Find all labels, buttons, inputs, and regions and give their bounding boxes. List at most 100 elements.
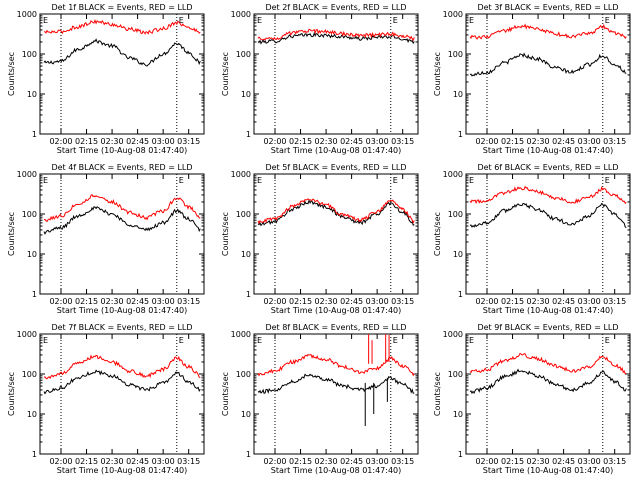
- series-events-line: [43, 369, 201, 395]
- y-tick-label: 1000: [231, 170, 251, 179]
- y-axis-label: Counts/sec: [221, 52, 230, 96]
- panel-title: Det 3f BLACK = Events, RED = LLD: [477, 3, 618, 12]
- y-tick-label: 10: [453, 410, 463, 419]
- plot-frame: [253, 13, 419, 135]
- series-lld-line: [469, 352, 627, 375]
- event-marker-right: E: [393, 16, 398, 25]
- y-tick-label: 100: [236, 50, 251, 59]
- x-tick-label: 02:15: [501, 137, 524, 146]
- panel-6: Det 6f BLACK = Events, RED = LLD 1 10 100 10…: [433, 163, 631, 315]
- panel-title: Det 7f BLACK = Events, RED = LLD: [51, 323, 192, 332]
- x-tick-label: 02:15: [501, 297, 524, 306]
- series-events-line: [469, 202, 627, 229]
- y-tick-label: 1: [458, 450, 463, 459]
- x-tick-label: 03:15: [177, 297, 200, 306]
- x-tick-label: 02:45: [552, 457, 575, 466]
- series-lld-line: [469, 23, 627, 40]
- plot-frame: [465, 13, 631, 135]
- y-axis-label: Counts/sec: [433, 372, 442, 416]
- x-tick-label: 02:30: [527, 297, 550, 306]
- y-axis-label: Counts/sec: [7, 212, 16, 256]
- panel-title: Det 1f BLACK = Events, RED = LLD: [51, 3, 192, 12]
- x-tick-label: 02:30: [101, 457, 124, 466]
- x-tick-label: 03:00: [578, 457, 601, 466]
- event-marker-left: E: [43, 176, 48, 185]
- x-axis-label: Start Time (10-Aug-08 01:47:40): [271, 306, 402, 315]
- y-axis-label: Counts/sec: [433, 52, 442, 96]
- x-tick-label: 03:00: [578, 137, 601, 146]
- y-tick-label: 100: [236, 210, 251, 219]
- y-tick-label: 100: [22, 50, 37, 59]
- series-events-line: [257, 198, 415, 227]
- event-marker-right: E: [179, 16, 184, 25]
- x-axis-label: Start Time (10-Aug-08 01:47:40): [483, 466, 614, 475]
- y-tick-label: 1: [458, 290, 463, 299]
- x-axis-label: Start Time (10-Aug-08 01:47:40): [57, 306, 188, 315]
- y-tick-label: 10: [453, 250, 463, 259]
- x-tick-label: 03:00: [578, 297, 601, 306]
- event-marker-right: E: [605, 176, 610, 185]
- panel-title: Det 5f BLACK = Events, RED = LLD: [265, 163, 406, 172]
- x-tick-label: 03:15: [177, 137, 200, 146]
- y-tick-label: 1: [246, 130, 251, 139]
- series-events-line: [257, 31, 415, 45]
- x-tick-label: 02:45: [340, 137, 363, 146]
- x-tick-label: 02:30: [315, 297, 338, 306]
- x-tick-label: 03:15: [177, 457, 200, 466]
- series-lld-line: [257, 198, 415, 225]
- y-tick-label: 1000: [231, 10, 251, 19]
- panel-5: Det 5f BLACK = Events, RED = LLD 1 10 100 10…: [221, 163, 419, 315]
- x-axis-label: Start Time (10-Aug-08 01:47:40): [57, 466, 188, 475]
- x-tick-label: 02:00: [475, 137, 498, 146]
- series-lld-line: [44, 18, 201, 35]
- plot-frame: [253, 173, 419, 295]
- y-tick-label: 1000: [17, 10, 37, 19]
- panel-1: Det 1f BLACK = Events, RED = LLD 1 10 100 10…: [7, 3, 205, 155]
- x-axis-label: Start Time (10-Aug-08 01:47:40): [271, 466, 402, 475]
- event-marker-right: E: [393, 176, 398, 185]
- series-lld-line: [43, 354, 201, 380]
- event-marker-left: E: [469, 176, 474, 185]
- series-lld-line: [43, 194, 201, 223]
- x-tick-label: 02:15: [75, 297, 98, 306]
- event-marker-left: E: [43, 16, 48, 25]
- y-axis-label: Counts/sec: [221, 372, 230, 416]
- y-tick-label: 1: [32, 290, 37, 299]
- y-tick-label: 10: [241, 90, 251, 99]
- event-marker-left: E: [257, 16, 262, 25]
- x-tick-label: 02:45: [340, 457, 363, 466]
- event-marker-left: E: [469, 336, 474, 345]
- x-tick-label: 02:45: [126, 137, 149, 146]
- y-tick-label: 100: [236, 370, 251, 379]
- panel-title: Det 2f BLACK = Events, RED = LLD: [265, 3, 406, 12]
- x-axis-label: Start Time (10-Aug-08 01:47:40): [57, 146, 188, 155]
- y-tick-label: 10: [27, 250, 37, 259]
- event-marker-right: E: [605, 336, 610, 345]
- series-events-line: [43, 38, 201, 67]
- x-tick-label: 02:45: [552, 137, 575, 146]
- y-tick-label: 10: [27, 410, 37, 419]
- plot-frame: [253, 333, 419, 455]
- x-tick-label: 02:00: [263, 457, 286, 466]
- x-tick-label: 03:00: [366, 137, 389, 146]
- panel-title: Det 6f BLACK = Events, RED = LLD: [477, 163, 618, 172]
- event-marker-left: E: [257, 336, 262, 345]
- x-tick-label: 03:00: [152, 457, 175, 466]
- series-events-line: [469, 52, 627, 77]
- x-tick-label: 02:00: [263, 297, 286, 306]
- panel-title: Det 8f BLACK = Events, RED = LLD: [265, 323, 406, 332]
- panel-9: Det 9f BLACK = Events, RED = LLD 1 10 100 10…: [433, 323, 631, 475]
- x-tick-label: 02:00: [49, 137, 72, 146]
- x-tick-label: 02:15: [289, 137, 312, 146]
- y-axis-label: Counts/sec: [221, 212, 230, 256]
- event-marker-right: E: [393, 336, 398, 345]
- series-events-line: [469, 368, 627, 395]
- plot-frame: [465, 173, 631, 295]
- x-tick-label: 02:15: [75, 457, 98, 466]
- series-lld-line: [257, 353, 415, 377]
- x-tick-label: 02:15: [75, 137, 98, 146]
- event-marker-right: E: [605, 16, 610, 25]
- panel-title: Det 4f BLACK = Events, RED = LLD: [51, 163, 192, 172]
- x-tick-label: 03:15: [391, 297, 414, 306]
